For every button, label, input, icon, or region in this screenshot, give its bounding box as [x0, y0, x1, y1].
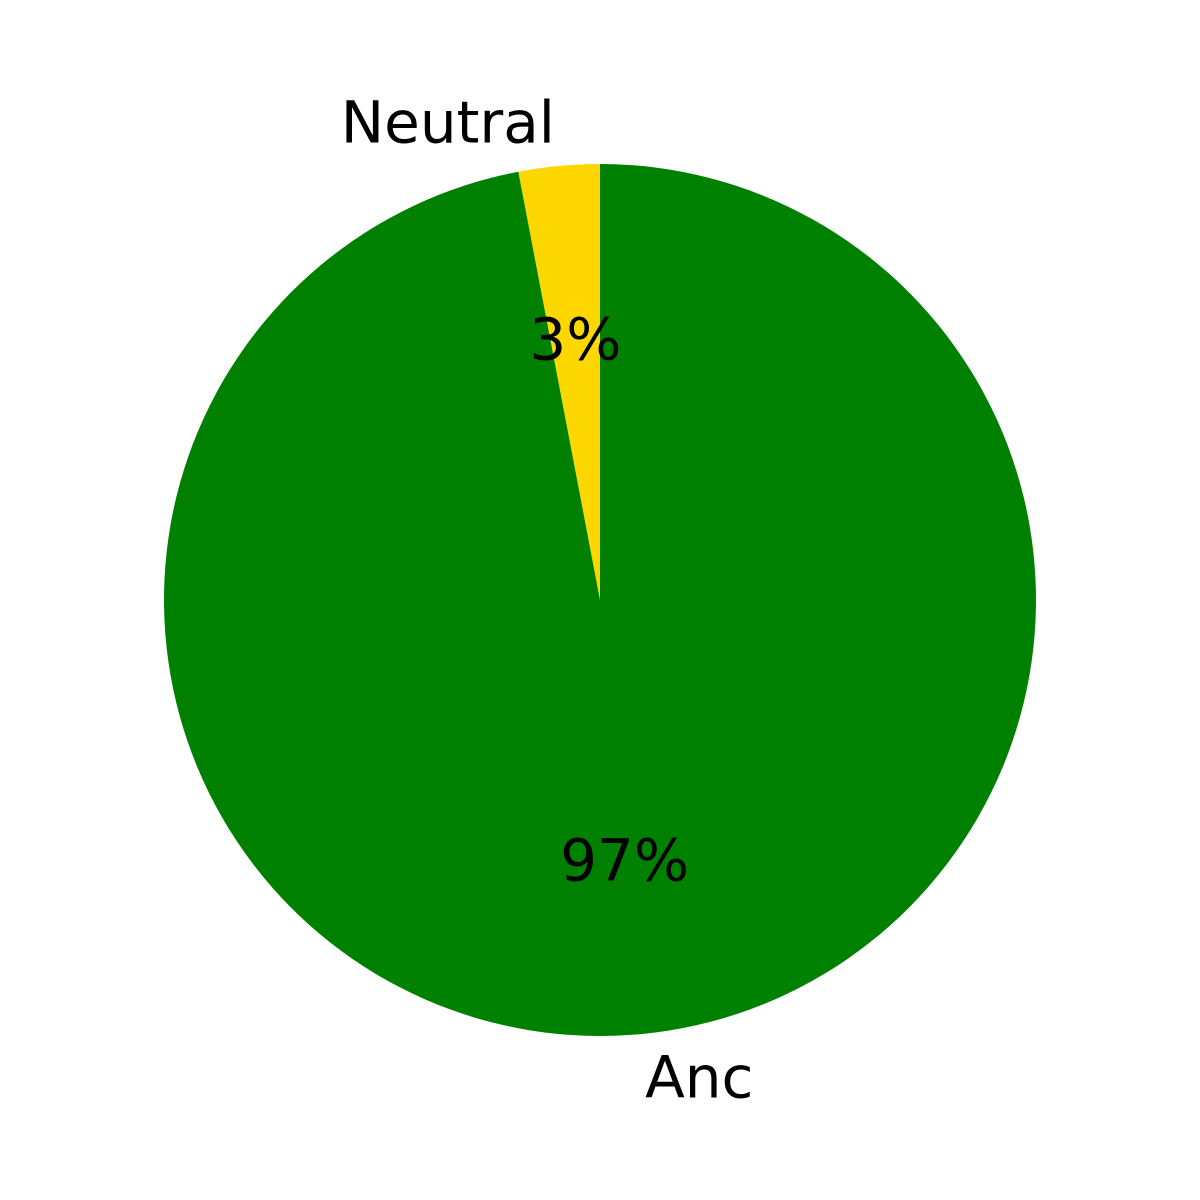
- percent-label-anc: 97%: [560, 826, 689, 894]
- percent-label-neutral: 3%: [529, 306, 621, 374]
- pie-slice-neutral: [518, 164, 600, 600]
- pie-labels: Neutral 3% Anc 97%: [341, 89, 754, 1112]
- category-label-neutral: Neutral: [341, 89, 555, 157]
- pie-slice-anc: [163, 164, 1036, 1036]
- category-label-anc: Anc: [645, 1043, 753, 1111]
- pie-slices: [163, 164, 1036, 1036]
